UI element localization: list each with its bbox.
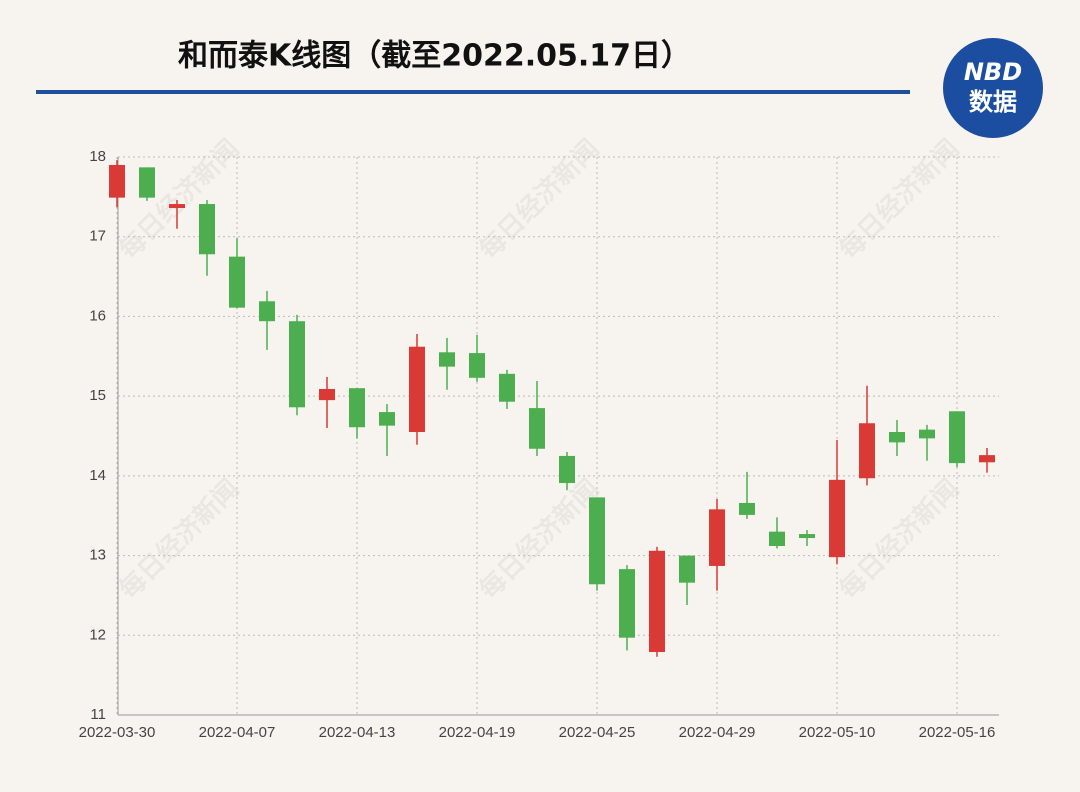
candle-body <box>919 429 935 439</box>
candle-body <box>889 432 905 443</box>
candle-body <box>139 167 155 198</box>
y-tick-label: 17 <box>89 228 106 245</box>
x-tick-label: 2022-04-07 <box>199 724 276 741</box>
candle-body <box>469 353 485 378</box>
candle-body <box>559 455 575 484</box>
candle-body <box>529 408 545 449</box>
logo-brand: NBD <box>964 58 1022 86</box>
x-tick-label: 2022-03-30 <box>79 724 156 741</box>
candle-body <box>439 352 455 367</box>
chart-title: 和而泰K线图（截至2022.05.17日） <box>178 39 691 74</box>
candle-body <box>199 204 215 255</box>
x-tick-label: 2022-04-29 <box>679 724 756 741</box>
candle-body <box>379 412 395 426</box>
candle-body <box>859 423 875 479</box>
candle-body <box>409 346 425 433</box>
x-tick-label: 2022-04-19 <box>439 724 516 741</box>
y-tick-label: 16 <box>89 307 106 324</box>
candle-body <box>499 373 515 402</box>
candle-body <box>799 534 815 539</box>
candle-body <box>949 411 965 464</box>
candle-body <box>319 388 335 401</box>
logo-circle <box>943 38 1043 138</box>
logo-label: 数据 <box>969 88 1017 116</box>
candle-body <box>619 569 635 638</box>
candle-body <box>229 256 245 308</box>
y-tick-label: 12 <box>89 626 106 643</box>
candle-body <box>739 502 755 515</box>
candle-body <box>169 204 185 209</box>
x-tick-label: 2022-04-13 <box>319 724 396 741</box>
y-tick-label: 11 <box>90 706 106 723</box>
candle-body <box>769 531 785 547</box>
x-tick-label: 2022-04-25 <box>559 724 636 741</box>
candle-body <box>829 479 845 558</box>
candle-body <box>349 388 365 428</box>
y-tick-label: 14 <box>89 467 106 484</box>
y-tick-label: 18 <box>89 148 106 165</box>
candle-body <box>649 550 665 653</box>
candle-body <box>709 509 725 566</box>
x-tick-label: 2022-05-16 <box>919 724 996 741</box>
candle-body <box>589 497 605 585</box>
candle-body <box>289 321 305 408</box>
candle-body <box>679 555 695 583</box>
candle-body <box>259 301 275 322</box>
candle-body <box>979 455 995 463</box>
y-tick-label: 13 <box>89 547 106 564</box>
x-tick-label: 2022-05-10 <box>799 724 876 741</box>
candle-body <box>109 164 125 198</box>
y-tick-label: 15 <box>89 387 106 404</box>
